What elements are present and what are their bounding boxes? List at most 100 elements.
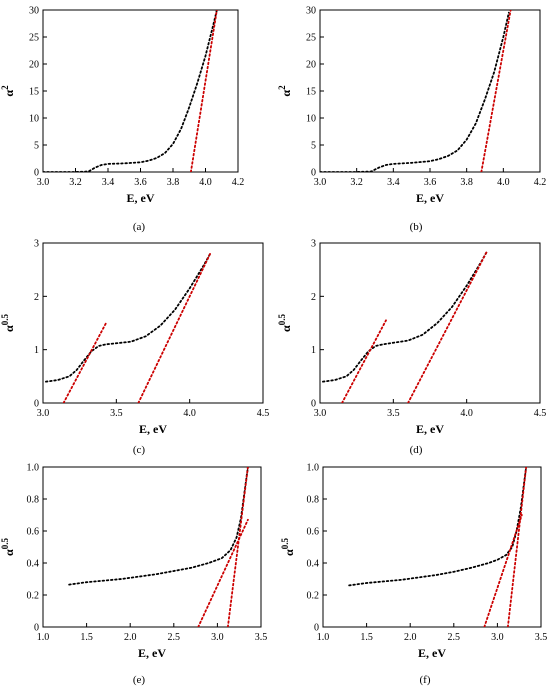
- data-series-line: [68, 467, 249, 586]
- y-axis-label: α0.5: [0, 538, 16, 556]
- y-tick-label: 0: [34, 168, 39, 179]
- x-tick-label: 3.6: [424, 177, 437, 188]
- x-tick-label: 3.5: [255, 632, 268, 643]
- y-tick-label: 1.0: [27, 463, 40, 474]
- plot-frame: [322, 466, 542, 628]
- x-axis-label: E, eV: [418, 646, 446, 660]
- y-tick-label: 15: [29, 87, 39, 98]
- x-tick-label: 3.8: [167, 177, 180, 188]
- y-axis-label: α2: [0, 85, 16, 97]
- x-tick-label: 1.0: [37, 632, 50, 643]
- chart-panel: 1.0 1.5 2.0 2.5 3.0 3.5 0 0.2 0.4 0.6 0.8 1.0 E, eV α…: [280, 463, 547, 687]
- chart-panel: 1.0 1.5 2.0 2.5 3.0 3.5 0 0.2 0.4 0.6 0.8 1.0 E, eV α…: [0, 463, 267, 687]
- y-tick-label: 25: [306, 33, 316, 44]
- fit-line: [137, 252, 212, 403]
- y-axis-label-superscript: 2: [0, 85, 10, 90]
- y-axis-label-superscript: 0.5: [0, 538, 10, 550]
- panel-caption: (e): [133, 674, 146, 686]
- y-tick-label: 0.4: [27, 559, 40, 570]
- y-axis-label: α2: [277, 85, 293, 97]
- x-tick-label: 4.5: [257, 408, 270, 419]
- y-axis-label-base: α: [279, 325, 293, 332]
- y-tick-label: 1.0: [307, 463, 320, 474]
- y-axis-label-superscript: 0.5: [280, 538, 290, 550]
- y-tick-label: 2: [311, 292, 316, 303]
- x-tick-label: 3.4: [102, 177, 115, 188]
- x-tick-label: 2.5: [168, 632, 181, 643]
- x-tick-label: 4.0: [183, 408, 196, 419]
- x-tick-label: 4.0: [199, 177, 212, 188]
- y-tick-label: 3: [311, 239, 316, 250]
- y-tick-label: 0.2: [307, 591, 320, 602]
- panel-caption: (a): [133, 221, 146, 233]
- x-tick-label: 4.2: [232, 177, 245, 188]
- fit-line: [226, 467, 249, 627]
- x-tick-label: 3.5: [535, 632, 548, 643]
- y-tick-label: 5: [34, 141, 39, 152]
- y-tick-label: 0: [314, 623, 319, 634]
- x-axis-label: E, eV: [138, 646, 166, 660]
- fit-line: [62, 322, 107, 403]
- x-tick-label: 2.0: [404, 632, 417, 643]
- x-tick-label: 4.0: [497, 177, 510, 188]
- x-tick-label: 3.4: [387, 177, 400, 188]
- chart-panel: 3.0 3.2 3.4 3.6 3.8 4.0 4.2 0 5 10 15 20 25 30 E, eV α2…: [277, 6, 546, 234]
- y-tick-label: 5: [311, 141, 316, 152]
- x-tick-label: 1.5: [360, 632, 373, 643]
- data-series-line: [45, 252, 212, 383]
- chart-panel: 3.0 3.5 4.0 4.5 0 1 2 3 E, eV α0.5 (c): [0, 239, 269, 457]
- y-tick-label: 1: [34, 345, 39, 356]
- y-tick-label: 15: [306, 87, 316, 98]
- plot-frame: [42, 466, 262, 628]
- y-tick-label: 25: [29, 33, 39, 44]
- x-axis-label: E, eV: [127, 191, 155, 205]
- x-axis-label: E, eV: [139, 422, 167, 436]
- y-tick-label: 0: [311, 399, 316, 410]
- y-tick-label: 0.6: [307, 527, 320, 538]
- y-tick-label: 0: [34, 399, 39, 410]
- x-tick-label: 3.0: [211, 632, 224, 643]
- fit-line: [189, 10, 218, 172]
- panel-caption: (d): [410, 444, 423, 456]
- x-tick-label: 1.0: [317, 632, 330, 643]
- plot-frame: [42, 9, 239, 173]
- y-tick-label: 20: [29, 60, 39, 71]
- y-axis-label: α0.5: [277, 314, 293, 332]
- x-tick-label: 3.0: [314, 177, 327, 188]
- y-axis-label-base: α: [279, 90, 293, 97]
- y-axis-label: α0.5: [280, 538, 296, 556]
- y-tick-label: 0.8: [27, 495, 40, 506]
- chart-panel: 3.0 3.2 3.4 3.6 3.8 4.0 4.2 0 5 10 15 20 25 30 E, eV α2…: [0, 6, 244, 234]
- y-tick-label: 0: [311, 168, 316, 179]
- panel-caption: (f): [420, 674, 431, 686]
- x-tick-label: 3.2: [350, 177, 363, 188]
- x-tick-label: 3.2: [69, 177, 82, 188]
- y-tick-label: 0.6: [27, 527, 40, 538]
- y-tick-label: 1: [311, 345, 316, 356]
- x-tick-label: 3.0: [37, 408, 50, 419]
- x-tick-label: 4.0: [460, 408, 473, 419]
- y-axis-label-superscript: 0.5: [0, 314, 10, 326]
- x-tick-label: 3.5: [387, 408, 400, 419]
- x-tick-label: 2.0: [124, 632, 137, 643]
- x-tick-label: 3.0: [491, 632, 504, 643]
- y-axis-label-base: α: [2, 90, 16, 97]
- data-series-line: [348, 467, 528, 587]
- y-tick-label: 10: [29, 114, 39, 125]
- x-axis-label: E, eV: [416, 422, 444, 436]
- y-axis-label: α0.5: [0, 314, 16, 332]
- x-tick-label: 3.0: [314, 408, 327, 419]
- fit-line: [407, 250, 489, 403]
- y-tick-label: 0.2: [27, 591, 40, 602]
- panel-caption: (c): [133, 444, 146, 456]
- y-axis-label-base: α: [2, 325, 16, 332]
- x-tick-label: 4.5: [534, 408, 547, 419]
- fit-line: [506, 467, 528, 627]
- fit-line: [483, 514, 523, 627]
- y-axis-label-base: α: [282, 549, 296, 556]
- data-series-line: [320, 11, 510, 172]
- x-tick-label: 3.5: [110, 408, 123, 419]
- fit-line: [480, 10, 512, 172]
- fit-line: [341, 319, 387, 403]
